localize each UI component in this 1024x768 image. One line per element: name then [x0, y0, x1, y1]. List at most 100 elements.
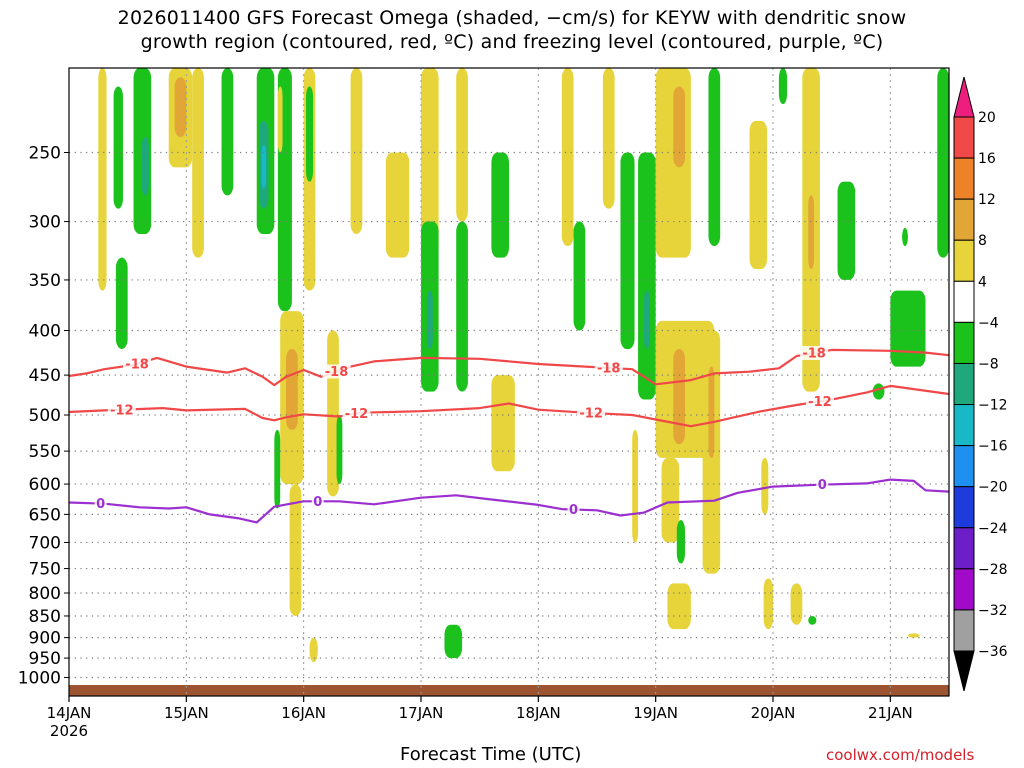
colorbar-swatch-8 — [953, 404, 975, 447]
grid-lines — [69, 68, 949, 696]
colorbar-label-10: −24 — [978, 521, 1008, 537]
y-tick-label-9: 700 — [29, 533, 61, 553]
contour-label-bg-0-1 — [322, 364, 351, 379]
colorbar-label-3: 8 — [978, 233, 987, 249]
omega-cell-56 — [790, 583, 803, 625]
omega-cell-36 — [638, 152, 656, 400]
contour-label-0-3: -18 — [802, 347, 826, 362]
y-tick-label-2: 350 — [29, 271, 61, 291]
chart-title-line1: 2026011400 GFS Forecast Omega (shaded, −… — [117, 7, 907, 29]
colorbar: 20 16 12 8 4 −4 −8 −12 −16 −20 −24 −28 −32 −36 — [953, 76, 1008, 692]
colorbar-label-8: −16 — [978, 439, 1008, 455]
contour-label-2-0: 0 — [96, 497, 105, 512]
omega-cell-46 — [676, 520, 685, 564]
omega-cell-15 — [306, 86, 314, 182]
x-tick-label-7: 21JAN — [868, 704, 913, 722]
chart-title-line2: growth region (contoured, red, ºC) and f… — [140, 31, 884, 53]
contour-line-0 — [69, 348, 949, 387]
omega-cell-4 — [141, 137, 149, 196]
omega-cell-18 — [274, 429, 281, 509]
contour-label-bg-1-2 — [577, 406, 606, 421]
colorbar-swatch-4 — [953, 239, 975, 282]
omega-cell-6 — [174, 77, 187, 138]
x-tick-label-3: 17JAN — [399, 704, 444, 722]
contour-label-bg-0-2 — [594, 360, 623, 375]
omega-cell-21 — [336, 415, 343, 485]
omega-cell-17 — [286, 348, 298, 430]
colorbar-swatch-13 — [953, 609, 975, 652]
y-tick-label-11: 800 — [29, 584, 61, 604]
contour-label-bg-1-3 — [805, 394, 834, 409]
omega-cell-8 — [221, 68, 234, 196]
omega-cell-62 — [907, 633, 920, 638]
omega-cell-60 — [890, 290, 926, 367]
y-tick-label-8: 650 — [29, 505, 61, 525]
omega-cell-58 — [902, 227, 908, 246]
omega-cell-42 — [673, 348, 685, 445]
x-tick-label-1: 15JAN — [164, 704, 209, 722]
colorbar-swatch-5 — [953, 280, 975, 323]
contour-label-bg-1-0 — [107, 402, 136, 417]
omega-cell-57 — [808, 615, 817, 625]
y-tick-label-15: 1000 — [18, 669, 61, 689]
omega-cell-59 — [937, 68, 949, 258]
contour-label-bg-0-3 — [800, 346, 829, 361]
omega-cell-34 — [602, 68, 615, 209]
omega-cell-54 — [761, 457, 769, 515]
contour-label-2-2: 0 — [569, 503, 578, 518]
omega-cell-49 — [749, 120, 768, 269]
contour-label-0-1: -18 — [325, 365, 349, 380]
omega-cell-40 — [673, 86, 685, 168]
ground-surface — [69, 685, 949, 696]
contour-label-0-0: -18 — [125, 357, 149, 372]
pressure-axis: 2503003504004505005506006507007508008509… — [18, 144, 69, 689]
contour-label-2-1: 0 — [313, 495, 322, 510]
omega-cell-1 — [113, 86, 123, 209]
omega-cell-11 — [261, 144, 267, 189]
omega-cell-27 — [456, 68, 468, 222]
omega-cell-50 — [778, 68, 788, 105]
omega-cell-55 — [763, 578, 773, 630]
omega-cell-35 — [620, 152, 635, 349]
contour-label-bg-0-0 — [123, 356, 152, 371]
colorbar-swatch-2 — [953, 157, 975, 200]
omega-cell-33 — [573, 221, 586, 331]
colorbar-swatch-12 — [953, 568, 975, 611]
colorbar-label-13: −36 — [978, 644, 1008, 660]
colorbar-swatch-10 — [953, 486, 975, 529]
omega-cell-48 — [708, 68, 721, 246]
y-tick-label-12: 850 — [29, 607, 61, 627]
colorbar-label-0: 20 — [978, 110, 996, 126]
y-tick-label-0: 250 — [29, 144, 61, 164]
y-tick-label-3: 400 — [29, 322, 61, 342]
omega-cell-61 — [872, 383, 885, 400]
colorbar-label-9: −20 — [978, 480, 1008, 496]
omega-cell-28 — [456, 221, 468, 392]
omega-cell-44 — [708, 366, 715, 458]
y-tick-label-14: 950 — [29, 649, 61, 669]
temperature-contours: -18 -18 -18 -18 -12 -12 -12 -12 0 0 0 0 — [69, 346, 949, 524]
plot-frame — [68, 67, 950, 697]
omega-cell-38 — [632, 429, 639, 543]
contour-label-bg-2-1 — [311, 494, 324, 509]
omega-cell-24 — [421, 68, 439, 258]
contour-label-2-3: 0 — [818, 478, 827, 493]
omega-cell-37 — [643, 290, 650, 349]
credit-link[interactable]: coolwx.com/models — [826, 746, 975, 764]
colorbar-label-1: 16 — [978, 151, 996, 167]
colorbar-swatch-3 — [953, 198, 975, 241]
y-tick-label-1: 300 — [29, 213, 61, 233]
x-tick-label-2: 16JAN — [281, 704, 326, 722]
omega-cell-30 — [491, 375, 515, 472]
omega-cell-0 — [98, 68, 107, 291]
colorbar-label-12: −32 — [978, 603, 1008, 619]
contour-label-bg-2-3 — [816, 477, 829, 492]
colorbar-swatch-9 — [953, 445, 975, 488]
omega-cell-31 — [444, 624, 463, 659]
omega-shaded-cells — [98, 68, 949, 663]
colorbar-swatch-11 — [953, 527, 975, 570]
omega-cell-29 — [491, 152, 509, 258]
ground-fill — [69, 685, 949, 696]
y-tick-label-7: 600 — [29, 475, 61, 495]
